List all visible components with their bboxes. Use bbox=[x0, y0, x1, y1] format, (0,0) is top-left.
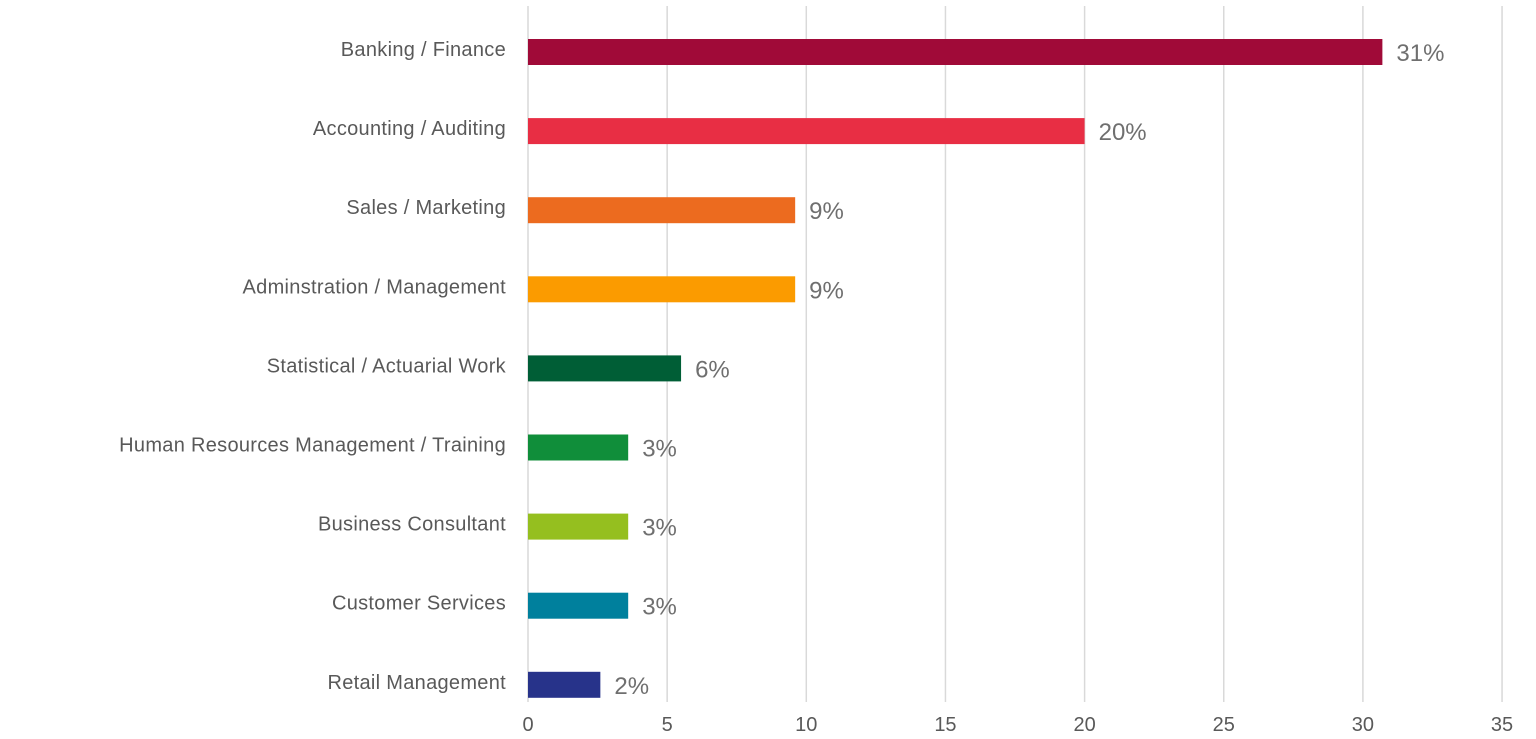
category-label: Sales / Marketing bbox=[346, 197, 506, 219]
x-tick-label: 10 bbox=[795, 714, 817, 736]
data-label: 6% bbox=[695, 356, 730, 383]
x-tick-label: 20 bbox=[1073, 714, 1095, 736]
bars bbox=[528, 39, 1383, 698]
bar bbox=[528, 39, 1383, 65]
data-label: 2% bbox=[614, 673, 649, 700]
category-label: Business Consultant bbox=[318, 514, 506, 536]
x-tick-label: 5 bbox=[662, 714, 673, 736]
category-label: Accounting / Auditing bbox=[313, 118, 506, 140]
data-label: 3% bbox=[642, 594, 677, 621]
category-label: Retail Management bbox=[327, 672, 506, 694]
category-label: Adminstration / Management bbox=[243, 276, 507, 298]
x-tick-label: 35 bbox=[1491, 714, 1513, 736]
bar bbox=[528, 276, 796, 303]
data-label: 9% bbox=[809, 277, 844, 304]
bar bbox=[528, 513, 629, 540]
category-label: Banking / Finance bbox=[341, 39, 506, 61]
data-label: 3% bbox=[642, 515, 677, 542]
data-label: 3% bbox=[642, 436, 677, 463]
x-tick-label: 0 bbox=[522, 714, 533, 736]
bar bbox=[528, 671, 601, 698]
category-label: Statistical / Actuarial Work bbox=[267, 355, 507, 377]
data-label: 20% bbox=[1099, 119, 1147, 146]
category-labels: Banking / Finance Accounting / Auditing Sa… bbox=[119, 39, 507, 694]
x-tick-label: 30 bbox=[1352, 714, 1374, 736]
bar bbox=[528, 118, 1085, 145]
data-label: 9% bbox=[809, 198, 844, 225]
bar bbox=[528, 355, 682, 382]
bar bbox=[528, 592, 629, 619]
data-label: 31% bbox=[1396, 40, 1444, 67]
bar bbox=[528, 434, 629, 461]
data-labels: 31% 20% 9% 9% 6% 3% 3% 3% 2% bbox=[614, 40, 1444, 700]
bar bbox=[528, 197, 796, 224]
category-label: Customer Services bbox=[332, 593, 506, 615]
x-tick-label: 25 bbox=[1213, 714, 1235, 736]
x-tick-label: 15 bbox=[934, 714, 956, 736]
x-axis-tick-labels: 0 5 10 15 20 25 30 35 bbox=[522, 714, 1513, 736]
category-label: Human Resources Management / Training bbox=[119, 435, 506, 457]
